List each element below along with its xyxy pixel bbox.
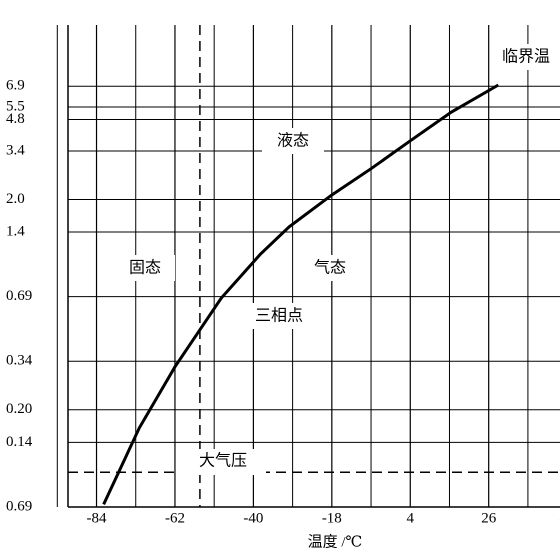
x-tick-label: -62 [165,510,185,526]
marks [68,25,560,507]
phase-curve [102,83,500,506]
annotation: 三相点 [255,307,303,325]
x-tick-label: 4 [407,510,415,526]
label-bg [497,44,560,70]
labels: 临界温 液态 固态 气态 三相点 大气压 温度 /℃ [115,44,560,550]
x-tick-label: -40 [243,510,263,526]
label-bg [235,303,323,329]
label-bg [115,255,175,281]
grid: -84-62-40-18426486.95.54.83.42.01.40.690… [6,25,560,526]
annotation: 气态 [314,259,346,277]
y-tick-label: 0.34 [6,353,33,369]
label-bg [180,449,266,475]
y-tick-label: 0.69 [6,288,32,304]
y-tick-label: 0.20 [6,401,32,417]
y-tick-label: 1.4 [6,223,25,239]
y-tick-label: 6.9 [6,78,25,94]
x-tick-label: 26 [481,510,497,526]
label-bg [262,128,324,154]
annotation: 固态 [129,259,161,277]
x-axis-title: 温度 /℃ [308,533,363,550]
y-tick-label: 2.0 [6,191,25,207]
annotation: 液态 [277,132,309,150]
y-tick-label: 4.8 [6,111,25,127]
y-tick-label: 3.4 [6,142,25,158]
annotation: 大气压 [199,452,247,470]
annotation: 临界温 [502,48,550,66]
x-tick-label: -18 [322,510,342,526]
y-tick-label: 5.5 [6,98,25,114]
x-tick-label: -84 [87,510,107,526]
y-tick-label: 0.14 [6,434,33,450]
y-tick-label: 0.69 [6,498,32,514]
label-bg [300,255,360,281]
